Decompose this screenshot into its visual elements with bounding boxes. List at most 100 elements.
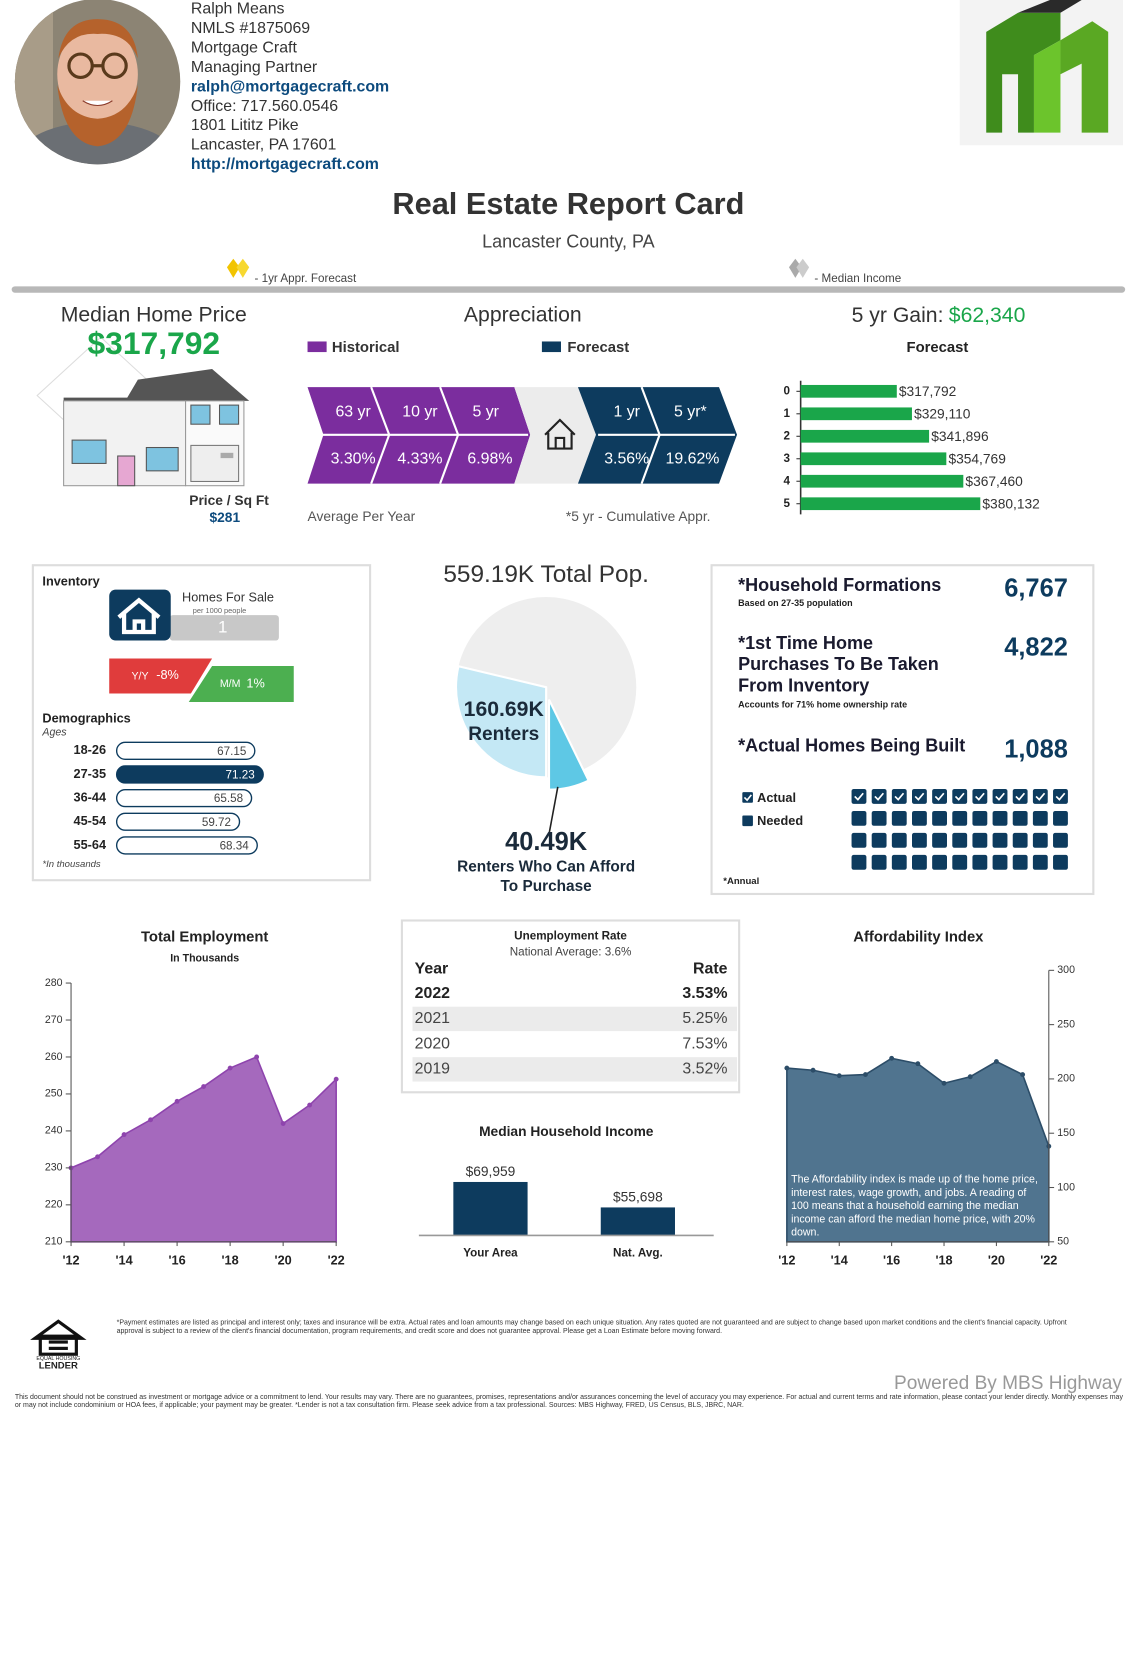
data-point [307, 1102, 313, 1108]
x-tick-label: '22 [328, 1252, 345, 1267]
bar [453, 1181, 528, 1236]
period-label: 63 yr [335, 404, 371, 421]
table-header: Rate [693, 960, 728, 977]
value-label: $317,792 [899, 384, 956, 399]
data-point [1020, 1072, 1026, 1078]
chart-subtitle: In Thousands [170, 952, 239, 964]
category-label: 4 [784, 474, 791, 487]
actual-square [871, 788, 887, 804]
data-point [148, 1117, 154, 1123]
rate-label: 19.62% [666, 450, 720, 467]
company-logo [959, 0, 1124, 146]
slice-label-box: Renters Who Can Afford To Purchase [457, 859, 635, 895]
needed-square [932, 854, 947, 870]
agent-line: Mortgage Craft [191, 40, 298, 57]
period-label: 5 yr [472, 404, 499, 421]
needed-square [912, 854, 927, 870]
needed-square [1053, 810, 1068, 826]
category-label: 45-54 [74, 813, 107, 828]
x-tick-label: '16 [883, 1252, 900, 1267]
check-mark [975, 792, 985, 801]
chart-note: *In thousands [42, 859, 101, 870]
actual-square [992, 788, 1008, 804]
y-tick-label: 50 [1057, 1236, 1069, 1248]
table-cell: 5.25% [682, 1010, 727, 1027]
needed-square [932, 810, 947, 826]
data-point [121, 1132, 127, 1138]
equal-housing-logo [30, 1319, 87, 1356]
chart-note: The Affordability index is made up of th… [791, 1173, 1038, 1239]
income-legend-icon [788, 258, 810, 278]
check-mark [995, 792, 1005, 801]
data-point [280, 1121, 286, 1126]
category-label: Your Area [463, 1247, 518, 1260]
data-point [967, 1074, 973, 1080]
rate-label: 4.33% [397, 450, 442, 467]
value-label: 59.72 [202, 816, 231, 829]
slice-value: 40.49K [505, 828, 588, 856]
legend-text: - 1yr Appr. Forecast [255, 272, 357, 285]
check-mark [854, 792, 864, 801]
bar [115, 812, 241, 831]
category-label: 2 [784, 429, 791, 442]
pie-slice [547, 699, 591, 791]
legend-label: Historical [332, 340, 400, 356]
actual-square [1053, 788, 1068, 804]
check-mark [743, 794, 752, 802]
total-value: 559.19K [443, 561, 534, 588]
value-label: $367,460 [965, 474, 1023, 489]
needed-square [992, 854, 1008, 870]
data-point [95, 1154, 101, 1160]
inventory-graphic [109, 589, 294, 703]
table-subtitle: National Average: 3.6% [510, 945, 632, 958]
x-tick-label: '12 [62, 1252, 79, 1267]
value-label: 67.15 [217, 745, 246, 758]
y-tick-label: 280 [45, 977, 63, 989]
needed-square [932, 832, 947, 848]
report-title: Real Estate Report Card [392, 186, 744, 221]
actual-square [891, 788, 907, 804]
bar [115, 788, 253, 808]
stat-value: 4,822 [1004, 634, 1068, 662]
stat-label: *Household Formations [738, 575, 941, 595]
stat-note: Based on 27-35 population [738, 598, 853, 608]
forecast-legend-icon [226, 258, 250, 278]
needed-square [972, 832, 988, 848]
note: Average Per Year [308, 509, 416, 524]
table-cell: 2019 [415, 1061, 451, 1078]
table-cell: 3.52% [682, 1061, 727, 1078]
homes-sublabel: per 1000 people [193, 606, 247, 615]
actual-square [912, 788, 927, 804]
data-point [836, 1073, 842, 1079]
row-shade [412, 1006, 738, 1032]
value-label: $354,769 [948, 451, 1005, 466]
chart-note-box: The Affordability index is made up of th… [791, 1173, 1038, 1239]
needed-square [992, 810, 1008, 826]
legend-label: Forecast [567, 340, 629, 356]
data-point [941, 1080, 947, 1086]
agent-line: Ralph Means [191, 1, 285, 18]
x-tick-label: '22 [1040, 1252, 1057, 1267]
panel-title: Inventory [42, 574, 99, 589]
needed-square [851, 832, 867, 848]
category-label: Nat. Avg. [613, 1247, 663, 1260]
rate-label: 6.98% [467, 450, 512, 467]
data-point [915, 1061, 921, 1067]
category-label: 0 [784, 384, 790, 397]
median-price: $317,792 [87, 325, 220, 361]
category-label: 18-26 [74, 742, 107, 757]
gain-heading: 5 yr Gain: $62,340 [852, 304, 1026, 327]
value-label: 68.34 [220, 840, 250, 853]
needed-square [891, 854, 907, 870]
needed-square [972, 810, 988, 826]
table-header: Year [415, 960, 449, 977]
data-point [784, 1065, 790, 1071]
chart-title: Median Household Income [479, 1124, 654, 1139]
table-title: Unemployment Rate [514, 929, 627, 942]
actual-square [851, 788, 867, 804]
x-tick-label: '14 [115, 1252, 132, 1267]
chart-title: Demographics [42, 710, 130, 725]
data-point [254, 1054, 260, 1060]
needed-square [1053, 854, 1068, 870]
